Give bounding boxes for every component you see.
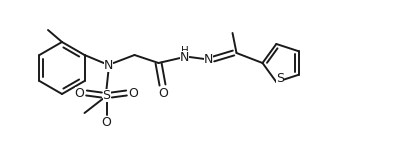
Text: S: S bbox=[276, 72, 285, 84]
Text: S: S bbox=[102, 88, 111, 101]
Text: O: O bbox=[129, 87, 139, 100]
Text: O: O bbox=[74, 87, 84, 100]
Text: O: O bbox=[158, 87, 168, 100]
Text: O: O bbox=[102, 116, 111, 128]
Text: H: H bbox=[181, 46, 188, 56]
Text: N: N bbox=[204, 52, 213, 65]
Text: N: N bbox=[104, 59, 113, 72]
Text: N: N bbox=[180, 51, 189, 64]
